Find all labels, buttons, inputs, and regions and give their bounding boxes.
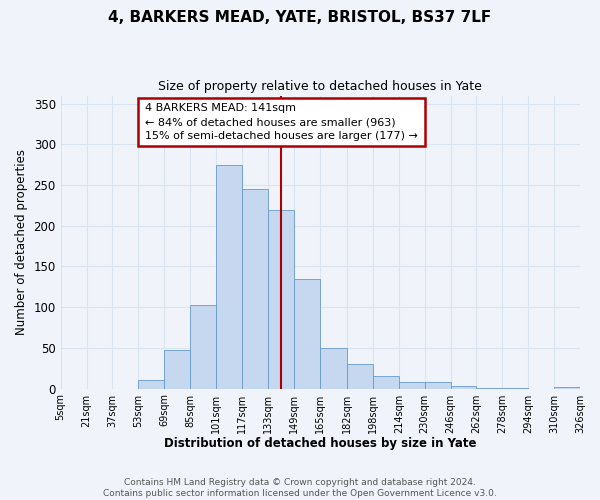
Bar (399, 382, 425, 388)
Bar (554, 387, 580, 388)
Bar (268, 210, 293, 388)
Title: Size of property relative to detached houses in Yate: Size of property relative to detached ho… (158, 80, 482, 93)
Bar (242, 189, 268, 388)
Text: 4 BARKERS MEAD: 141sqm
← 84% of detached houses are smaller (963)
15% of semi-de: 4 BARKERS MEAD: 141sqm ← 84% of detached… (145, 103, 418, 141)
Bar (373, 376, 399, 388)
Bar (425, 382, 451, 388)
Bar (347, 364, 373, 388)
Bar (190, 305, 216, 388)
Bar (451, 386, 476, 388)
FancyBboxPatch shape (139, 98, 425, 146)
Bar (293, 278, 320, 388)
Text: Contains HM Land Registry data © Crown copyright and database right 2024.
Contai: Contains HM Land Registry data © Crown c… (103, 478, 497, 498)
Bar (216, 164, 242, 388)
Y-axis label: Number of detached properties: Number of detached properties (15, 149, 28, 335)
Bar (164, 350, 190, 389)
Bar (320, 348, 347, 389)
Text: 4, BARKERS MEAD, YATE, BRISTOL, BS37 7LF: 4, BARKERS MEAD, YATE, BRISTOL, BS37 7LF (109, 10, 491, 25)
X-axis label: Distribution of detached houses by size in Yate: Distribution of detached houses by size … (164, 437, 476, 450)
Bar (139, 380, 164, 388)
